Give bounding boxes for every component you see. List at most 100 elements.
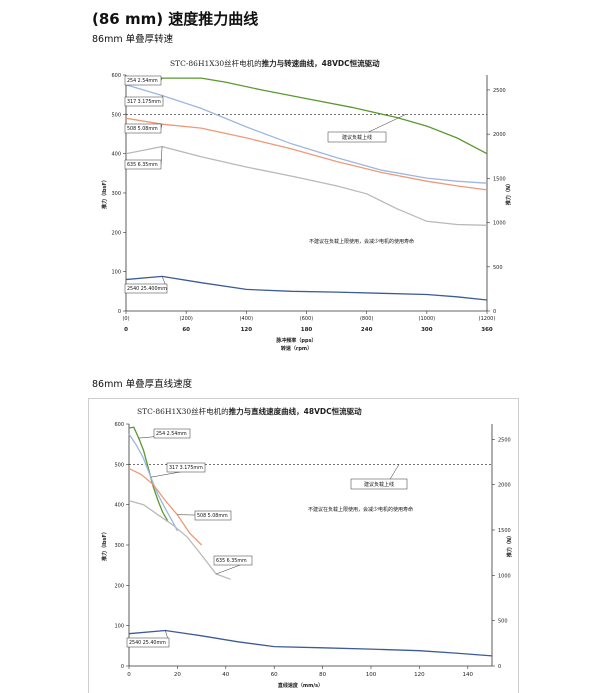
chart-title: STC-86H1X30丝杆电机的推力与转速曲线，48VDC恒流驱动 [170, 58, 380, 68]
recommend-callout-label: 建议负载上线 [342, 134, 372, 141]
series-line-4 [125, 145, 488, 226]
x-tick-label-pps: (600) [300, 316, 313, 322]
section2-title: 86mm 单叠厚直线速度 [92, 379, 193, 390]
x-tick-label-rpm: 360 [481, 327, 493, 333]
x-tick-label: 80 [319, 672, 326, 678]
y2-axis-title: 推力（N） [506, 533, 513, 557]
y2-tick-label: 1000 [498, 573, 511, 579]
x-axis-title: 直线速度（mm/s） [278, 682, 323, 689]
series-callout-box [124, 283, 168, 294]
y-tick-label: 600 [114, 422, 124, 428]
x-axis-title-rpm: 转速（rpm） [281, 345, 312, 352]
y2-tick-label: 2500 [498, 437, 511, 443]
page-title: (86 mm) 速度推力曲线 [92, 10, 259, 28]
series-callout-box [126, 637, 170, 648]
series-callout-label: 635 6.35mm [216, 558, 247, 564]
y2-tick-label: 2500 [493, 88, 506, 94]
force-vs-linear-speed-chart: STC-86H1X30丝杆电机的推力与直线速度曲线，48VDC恒流驱动 0 100 2… [88, 398, 519, 693]
series-callout-label: 317 3.175mm [127, 99, 161, 105]
section1-title: 86mm 单叠厚转速 [92, 34, 174, 45]
x-tick-label-pps: (1200) [479, 316, 496, 322]
force-vs-speed-chart: STC-86H1X30丝杆电机的推力与转速曲线，48VDC恒流驱动 0 100 200… [88, 50, 517, 356]
y-tick-label: 300 [114, 543, 124, 549]
series-callout-label: 317 3.175mm [169, 465, 203, 471]
warning-text: 不建议在负载上限使用，会减少电机的使用寿命 [308, 506, 413, 513]
recommend-callout-box [327, 131, 387, 143]
chart-title-rest: 推力与直线速度曲线，48VDC恒流驱动 [229, 406, 362, 416]
series-callout-box [194, 510, 232, 521]
series-callout-label: 254 2.54mm [127, 78, 158, 84]
y-axis-title: 推力（lbsF） [101, 177, 108, 209]
x-tick-label-rpm: 60 [182, 327, 190, 333]
series-callout-box [124, 123, 162, 134]
y2-tick-label: 1500 [493, 176, 506, 182]
y2-axis-title: 推力（N） [505, 181, 512, 205]
x-tick-label: 60 [271, 672, 278, 678]
x-tick-label-pps: (400) [240, 316, 253, 322]
series-line-1 [125, 77, 488, 155]
chart-title-rest: 推力与转速曲线，48VDC恒流驱动 [262, 58, 380, 68]
y2-tick-label: 500 [493, 265, 503, 271]
series-callout-box [166, 462, 206, 473]
series-line-5 [125, 275, 488, 301]
warning-text: 不建议在负载上限使用，会减少电机的使用寿命 [309, 238, 414, 245]
y-tick-label: 100 [114, 624, 124, 630]
x-tick-label-pps: (800) [360, 316, 373, 322]
y-tick-label: 200 [114, 583, 124, 589]
y-tick-label: 600 [111, 73, 121, 79]
series-callout-label: 508 5.08mm [127, 126, 158, 132]
recommend-callout-label: 建议负载上线 [364, 481, 394, 488]
x-tick-label: 140 [463, 672, 474, 678]
x-tick-label-rpm: 180 [301, 327, 313, 333]
y-tick-label: 500 [111, 112, 121, 118]
y-axis-title: 推力（lbsF） [101, 529, 108, 561]
series-callout-box [153, 428, 191, 439]
series-callout-label: 635 6.35mm [127, 162, 158, 168]
series-line-2 [125, 84, 488, 184]
series-callout-box [124, 75, 162, 86]
series-line-1 [128, 426, 169, 522]
x-tick-label-rpm: 120 [241, 327, 253, 333]
x-tick-label: 20 [174, 672, 181, 678]
chart-title: STC-86H1X30丝杆电机的推力与直线速度曲线，48VDC恒流驱动 [137, 406, 362, 416]
y-tick-label: 200 [111, 230, 121, 236]
x-tick-label: 100 [366, 672, 377, 678]
y2-tick-label: 0 [498, 664, 501, 670]
x-tick-label-rpm: 300 [421, 327, 433, 333]
series-callout-box [124, 96, 164, 107]
series-line-3 [125, 117, 488, 191]
y2-tick-label: 1500 [498, 528, 511, 534]
chart-title-model: STC-86H1X30丝杆电机的 [137, 406, 229, 416]
y-tick-label: 0 [121, 664, 124, 670]
y2-tick-label: 500 [498, 619, 508, 625]
y2-tick-label: 2000 [493, 132, 506, 138]
recommend-callout-leader [368, 114, 407, 133]
y-tick-label: 400 [111, 152, 121, 158]
y-tick-label: 400 [114, 503, 124, 509]
series-callout-label: 254 2.54mm [156, 431, 187, 437]
x-tick-label: 40 [222, 672, 229, 678]
series-line-3 [128, 467, 203, 546]
y2-tick-label: 1000 [493, 221, 506, 227]
x-tick-label-pps: (1000) [419, 316, 436, 322]
series-callout-label: 2540 25.400mm [127, 286, 167, 292]
x-tick-label: 0 [127, 672, 131, 678]
series-callout-box [124, 159, 162, 170]
x-tick-label-pps: (0) [122, 316, 129, 322]
series-callout-box [213, 555, 253, 566]
x-tick-label-rpm: 0 [124, 327, 128, 333]
series-line-4 [128, 499, 231, 580]
x-tick-label: 120 [414, 672, 425, 678]
force-vs-linear-speed-svg: STC-86H1X30丝杆电机的推力与直线速度曲线，48VDC恒流驱动 0 100 2… [101, 406, 513, 689]
x-axis-title-pps: 脉冲频率（pps） [275, 337, 316, 344]
y-tick-label: 0 [118, 309, 121, 315]
y2-tick-label: 2000 [498, 483, 511, 489]
y-tick-label: 300 [111, 191, 121, 197]
chart-title-model: STC-86H1X30丝杆电机的 [170, 58, 262, 68]
series-line-5 [128, 629, 493, 657]
force-vs-speed-svg: STC-86H1X30丝杆电机的推力与转速曲线，48VDC恒流驱动 0 100 200… [101, 58, 512, 352]
series-callout-label: 2540 25.40mm [129, 640, 166, 646]
x-tick-label-rpm: 240 [361, 327, 373, 333]
x-tick-label-pps: (200) [179, 316, 192, 322]
recommend-callout-box [350, 478, 408, 490]
